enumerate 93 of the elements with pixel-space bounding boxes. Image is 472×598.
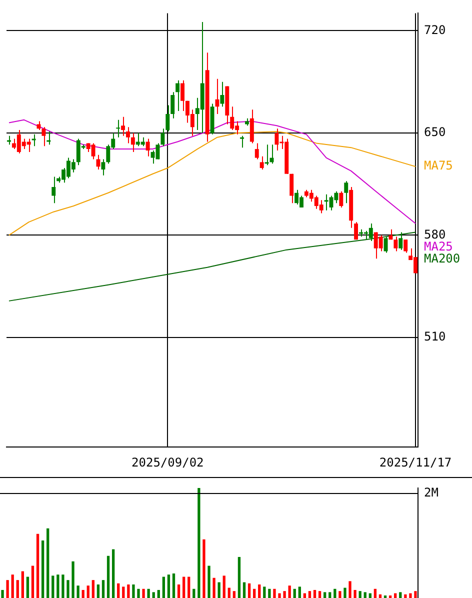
bar: [252, 588, 256, 598]
y-tick-label: 720: [424, 22, 446, 37]
bar: [384, 595, 387, 598]
bar: [404, 594, 407, 598]
bar: [188, 576, 190, 598]
bar: [313, 590, 316, 598]
bar: [344, 588, 346, 598]
bar: [72, 561, 74, 598]
bar: [324, 592, 326, 598]
y-tick-label: 510: [424, 330, 446, 344]
bar: [76, 586, 80, 598]
bar: [142, 588, 145, 598]
y-tick-label: 650: [424, 125, 446, 140]
bar: [62, 574, 64, 598]
bar: [273, 588, 276, 598]
bar: [202, 539, 206, 598]
bar: [21, 571, 24, 598]
bar: [117, 583, 120, 598]
bar: [278, 593, 281, 598]
bar: [102, 580, 105, 598]
bar: [354, 590, 356, 598]
bar: [112, 549, 115, 598]
bar: [177, 584, 180, 598]
bar: [218, 582, 220, 598]
bar: [298, 586, 301, 598]
bar: [152, 592, 155, 598]
bar: [86, 586, 90, 598]
bar: [378, 594, 382, 598]
bar: [263, 586, 266, 598]
bar: [132, 584, 135, 598]
bar: [358, 591, 362, 598]
bar: [66, 580, 70, 598]
bar: [232, 591, 236, 598]
bar: [399, 592, 402, 598]
bar: [374, 588, 377, 598]
bar: [26, 576, 30, 598]
bar: [222, 576, 226, 598]
bar: [242, 582, 246, 598]
bar: [364, 592, 366, 598]
bar: [283, 591, 286, 598]
ref-line-label: 2M: [424, 486, 438, 500]
bar: [56, 574, 60, 598]
bar: [52, 576, 54, 598]
bar: [248, 583, 251, 598]
bar: [82, 590, 84, 598]
bar: [16, 580, 19, 598]
bar: [212, 578, 216, 598]
bar: [137, 588, 140, 598]
bar: [11, 574, 14, 598]
series-label: MA75: [424, 158, 453, 173]
bar: [388, 595, 392, 598]
bar: [92, 580, 94, 598]
bar: [172, 573, 176, 598]
bar: [308, 591, 312, 598]
bar: [238, 556, 241, 598]
bar: [106, 556, 110, 598]
bar: [368, 593, 372, 598]
bar: [6, 580, 9, 598]
bar: [394, 593, 397, 598]
x-tick-label: 2025/11/17: [379, 455, 452, 470]
bar: [208, 566, 210, 598]
bar: [31, 566, 34, 598]
bar: [36, 534, 40, 598]
bar: [122, 586, 125, 598]
x-tick-label: 2025/09/02: [132, 455, 204, 470]
bar: [46, 528, 50, 598]
bar: [348, 581, 352, 598]
bar: [288, 586, 291, 598]
bar: [157, 590, 160, 598]
series-label: MA25: [424, 239, 453, 254]
bar: [303, 593, 306, 598]
bar: [268, 588, 271, 598]
bar: [167, 574, 170, 598]
bar: [41, 540, 44, 598]
bar: [414, 591, 417, 598]
bar: [96, 584, 100, 598]
bar: [318, 591, 322, 598]
bar: [198, 488, 200, 598]
series-label: MA200: [424, 251, 460, 266]
bar: [334, 588, 336, 598]
bar: [192, 588, 196, 598]
bar: [147, 588, 150, 598]
bar: [1, 590, 4, 598]
bar: [162, 576, 166, 598]
bar: [127, 584, 130, 598]
bar: [228, 588, 230, 598]
bar: [293, 588, 296, 598]
bar: [409, 593, 412, 598]
bar: [258, 584, 261, 598]
bar: [182, 576, 186, 598]
bar: [338, 591, 342, 598]
y-tick-label: 580: [424, 227, 446, 242]
bar: [328, 592, 332, 598]
